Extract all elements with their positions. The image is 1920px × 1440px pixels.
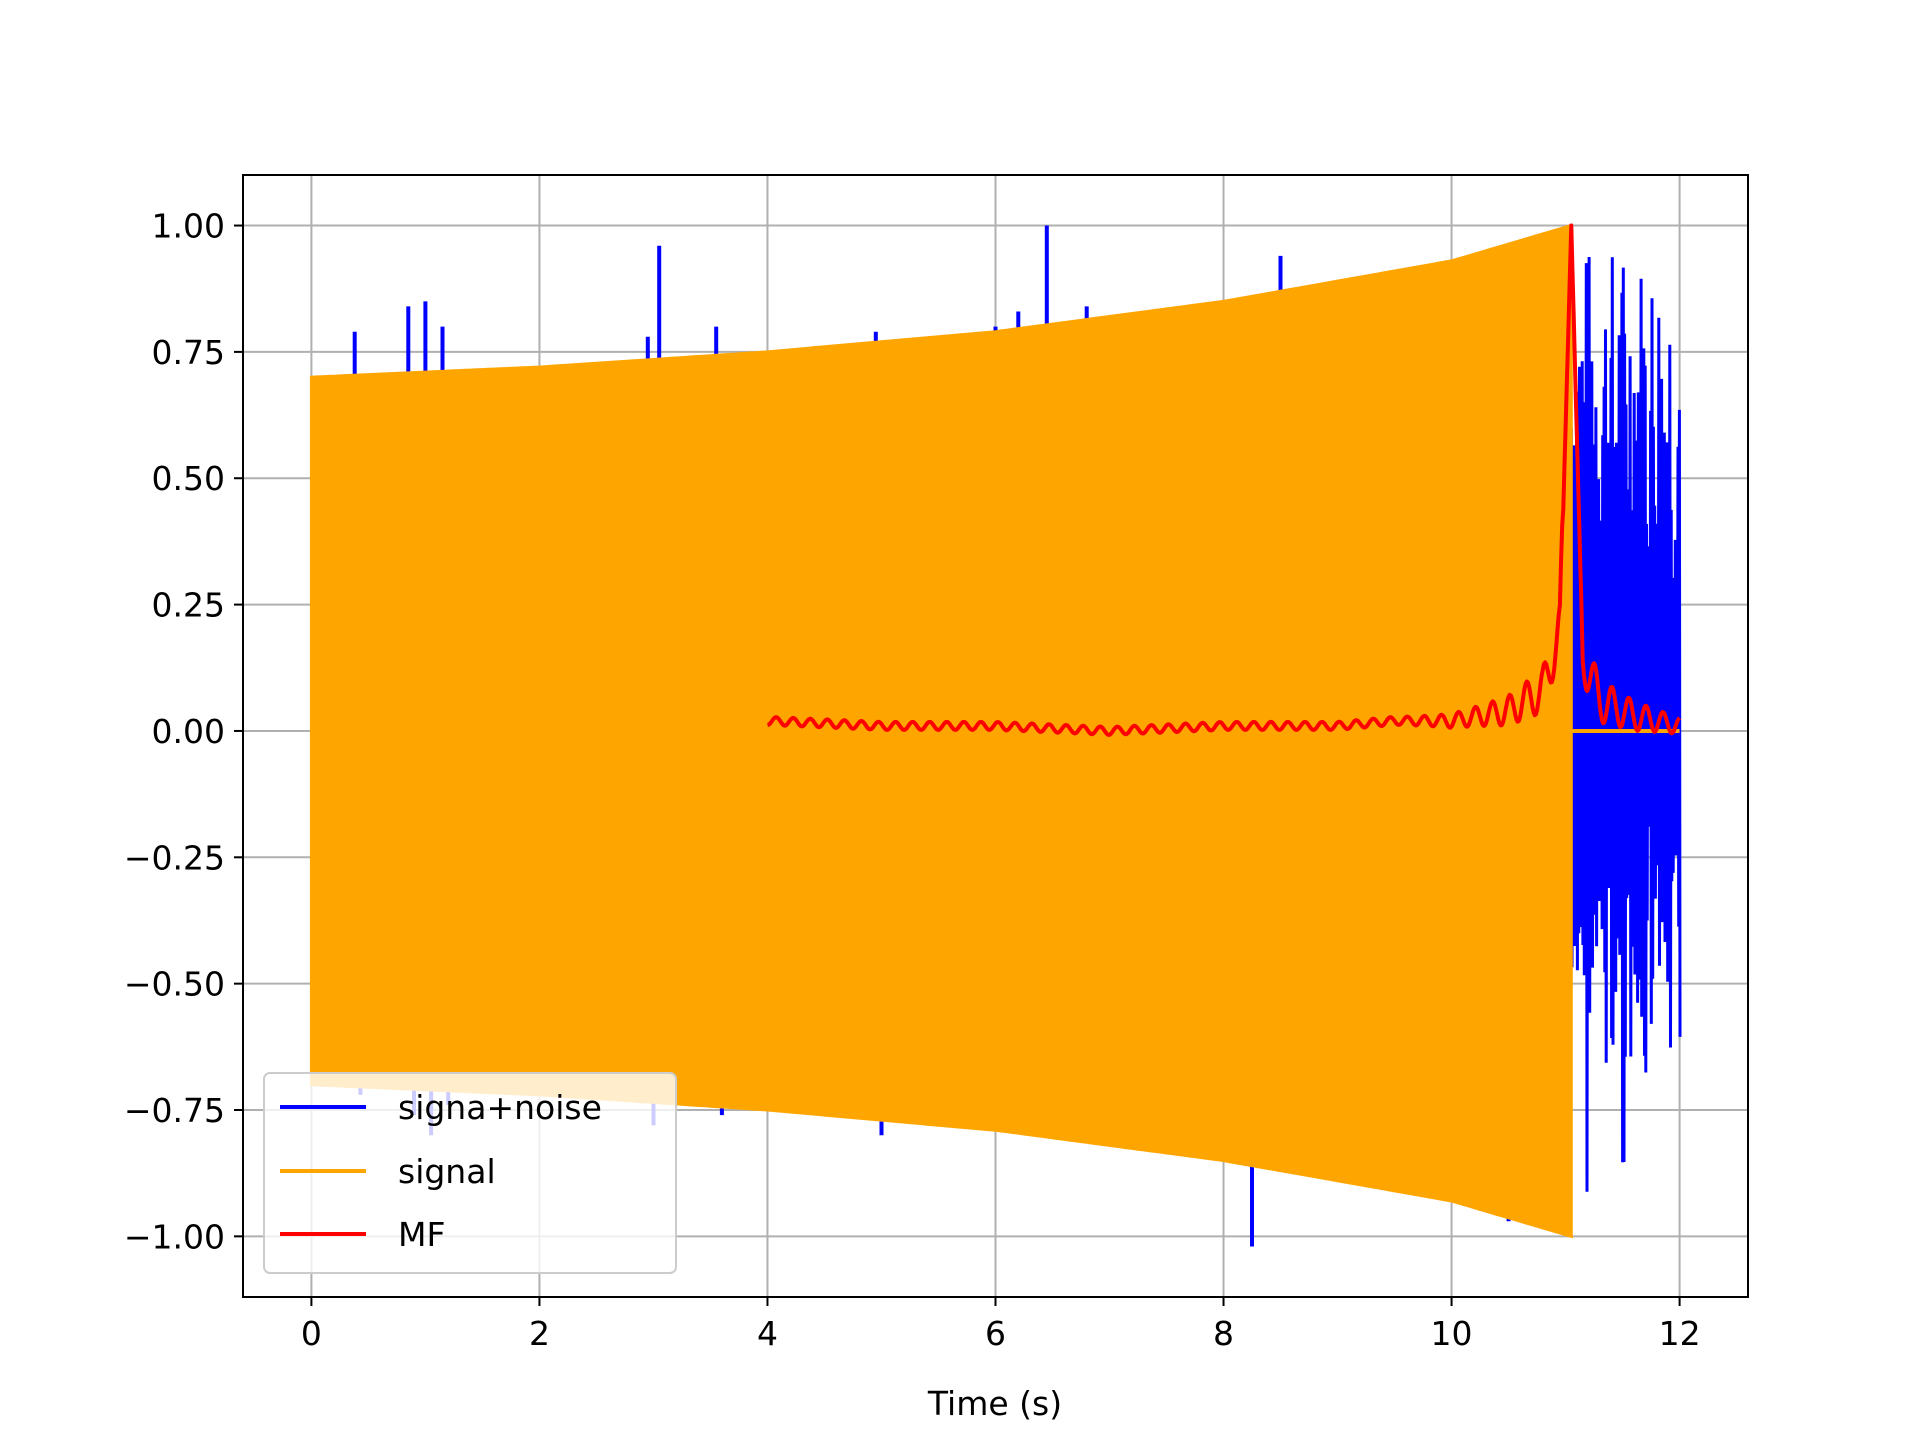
- x-tick-label: 0: [301, 1314, 322, 1353]
- y-tick-label: 0.25: [152, 586, 225, 625]
- series-layer: [309, 223, 1682, 1247]
- y-tick-label: −0.75: [124, 1091, 225, 1130]
- x-tick-label: 10: [1431, 1314, 1473, 1353]
- series-signal: [309, 223, 1573, 1239]
- legend-label-signal-noise: signa+noise: [398, 1088, 602, 1127]
- y-tick-label: 0.00: [152, 712, 225, 751]
- x-tick-label: 12: [1659, 1314, 1701, 1353]
- legend-label-signal: signal: [398, 1152, 496, 1191]
- y-tick-label: 1.00: [152, 207, 225, 246]
- ticks-layer: 0 2 4 6 8 10 12 1.00 0.75 0.50 0.25 0.00 −0.25 −0.50 −…: [124, 207, 1701, 1353]
- legend: signa+noise signal MF: [263, 1072, 677, 1274]
- legend-box: [263, 1072, 677, 1274]
- legend-label-mf: MF: [398, 1215, 445, 1254]
- y-tick-label: 0.50: [152, 459, 225, 498]
- x-tick-label: 8: [1213, 1314, 1234, 1353]
- y-tick-label: −1.00: [124, 1217, 225, 1256]
- x-tick-label: 6: [985, 1314, 1006, 1353]
- series-mf: [766, 223, 1682, 737]
- y-tick-label: −0.50: [124, 965, 225, 1004]
- x-tick-label: 4: [757, 1314, 778, 1353]
- x-tick-label: 2: [529, 1314, 550, 1353]
- x-axis-label: Time (s): [927, 1384, 1062, 1423]
- y-tick-label: 0.75: [152, 333, 225, 372]
- y-tick-label: −0.25: [124, 838, 225, 877]
